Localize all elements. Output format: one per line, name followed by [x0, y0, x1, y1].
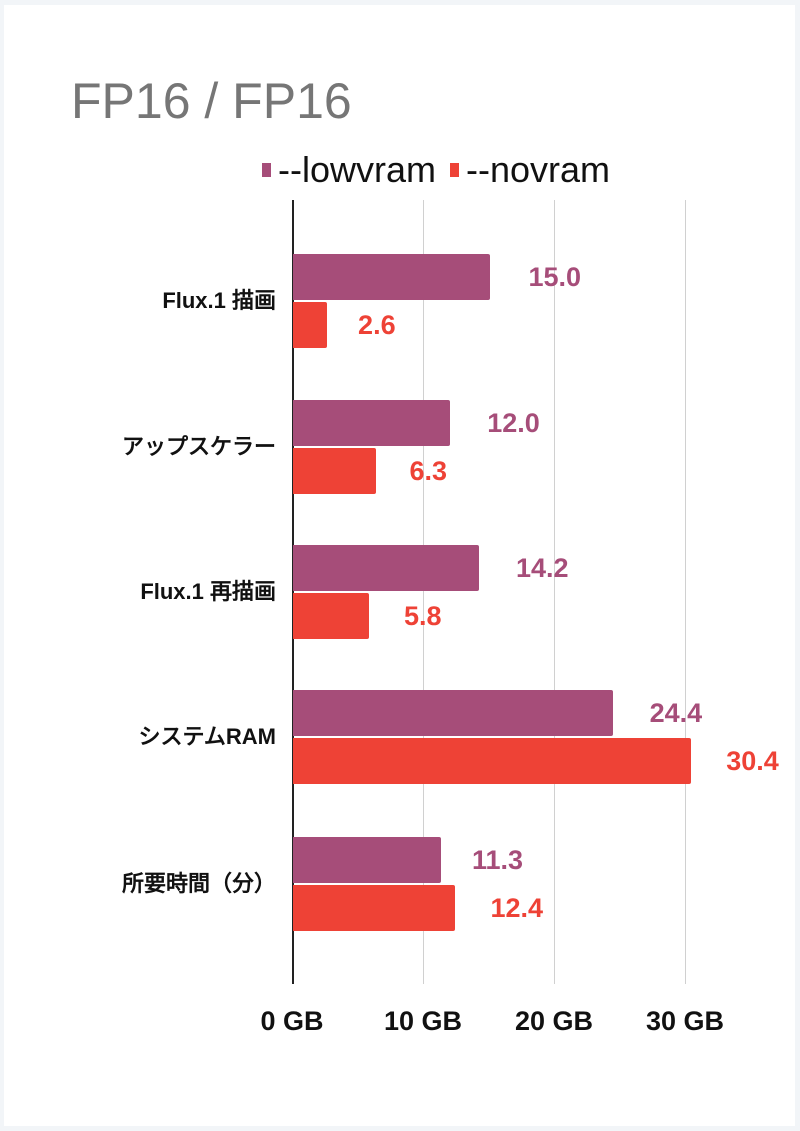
bar-lowvram — [293, 400, 451, 446]
gridline-20 — [554, 200, 555, 984]
chart-legend: --lowvram --novram — [262, 149, 624, 191]
category-label: Flux.1 描画 — [162, 288, 276, 313]
category-label: 所要時間（分） — [121, 871, 276, 896]
bar-lowvram — [293, 690, 613, 736]
legend-label-novram: --novram — [466, 149, 611, 190]
legend-swatch-lowvram-icon — [262, 163, 271, 177]
value-label-lowvram: 15.0 — [528, 262, 582, 292]
value-label-lowvram: 14.2 — [516, 553, 569, 583]
legend-swatch-novram-icon — [450, 163, 459, 177]
value-label-novram: 2.6 — [358, 310, 396, 340]
category-label: アップスケラー — [121, 434, 276, 459]
bar-lowvram — [293, 254, 490, 300]
x-tick-0: 0 GB — [260, 1006, 324, 1036]
legend-item-novram: --novram — [450, 149, 610, 191]
y-axis-line — [292, 200, 294, 984]
x-tick-10: 10 GB — [383, 1006, 463, 1036]
bar-lowvram — [293, 545, 480, 591]
category-label: Flux.1 再描画 — [140, 579, 276, 604]
bar-novram — [293, 302, 328, 348]
bar-novram — [293, 885, 456, 931]
value-label-novram: 6.3 — [409, 456, 448, 486]
bar-novram — [293, 738, 692, 784]
bar-novram — [293, 448, 376, 494]
legend-label-lowvram: --lowvram — [278, 149, 436, 190]
legend-item-lowvram: --lowvram — [262, 149, 436, 191]
bar-novram — [293, 593, 369, 639]
plot-area: 15.0 2.6 12.0 6.3 14.2 5.8 24.4 30.4 11.3 12.4 — [292, 200, 779, 984]
value-label-lowvram: 24.4 — [649, 698, 703, 728]
bar-lowvram — [293, 837, 442, 883]
chart-title: FP16 / FP16 — [71, 73, 352, 129]
x-tick-20: 20 GB — [514, 1006, 594, 1036]
value-label-novram: 5.8 — [403, 601, 442, 631]
category-label: システムRAM — [138, 724, 276, 749]
gridline-10 — [423, 200, 424, 984]
value-label-novram: 12.4 — [490, 893, 543, 923]
value-label-novram: 30.4 — [726, 746, 779, 776]
gridline-30 — [685, 200, 686, 984]
value-label-lowvram: 12.0 — [487, 408, 540, 438]
x-tick-30: 30 GB — [645, 1006, 725, 1036]
value-label-lowvram: 11.3 — [472, 845, 524, 875]
